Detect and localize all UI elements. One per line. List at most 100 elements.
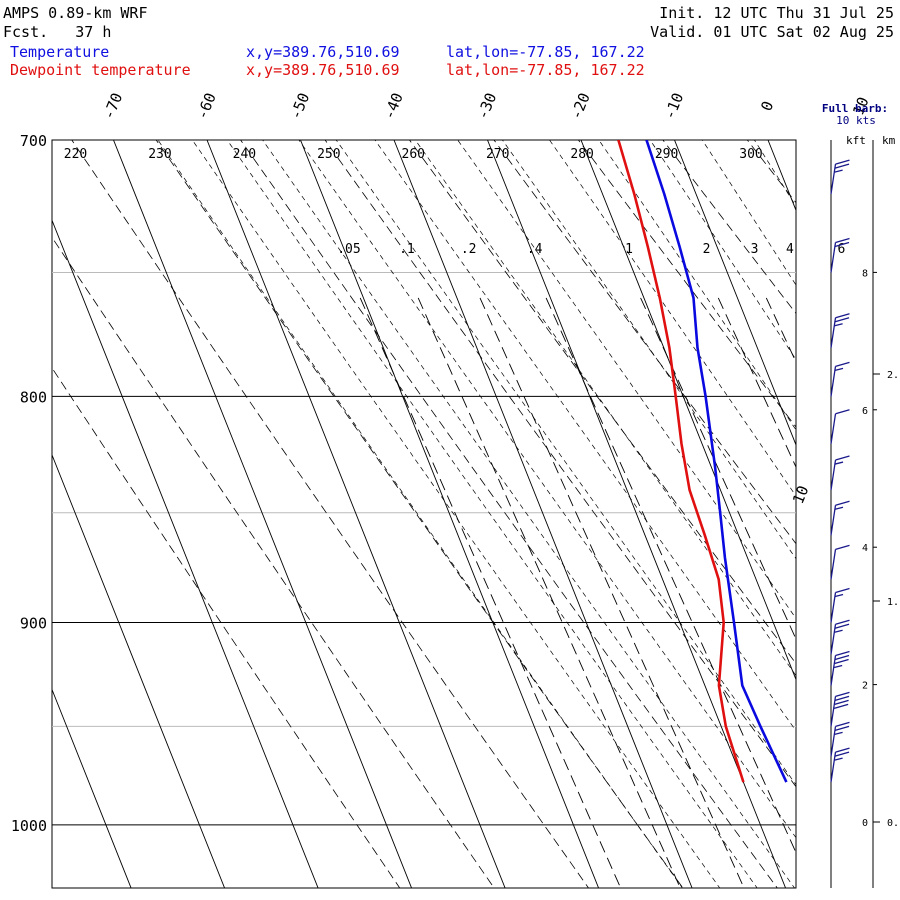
barb-full xyxy=(834,751,850,757)
barb-full xyxy=(835,313,850,319)
barb-full xyxy=(835,159,850,165)
wind-barb xyxy=(830,587,850,623)
isotherm xyxy=(0,140,46,900)
temperature-tick-label: -20 xyxy=(567,90,594,122)
wind-barb xyxy=(830,721,850,757)
wind-barb xyxy=(830,650,850,686)
moist-adiabat xyxy=(649,140,796,361)
temperature-tick-label: -30 xyxy=(473,90,500,122)
barb-full xyxy=(834,163,850,169)
dry-adiabat xyxy=(409,140,796,665)
temperature-legend-label: Temperature xyxy=(10,43,110,61)
wind-barb xyxy=(830,361,850,397)
pressure-tick-label: 1000 xyxy=(11,817,47,835)
isotherm xyxy=(52,219,319,888)
barb-full xyxy=(834,317,850,323)
moist-adiabat xyxy=(262,140,796,888)
mixing-ratio-line xyxy=(545,297,796,854)
theta-label: 280 xyxy=(570,147,593,162)
isotherm xyxy=(52,688,132,888)
barb-full xyxy=(833,703,849,709)
barb-staff xyxy=(830,163,837,195)
km-tick-label: 0. xyxy=(887,818,899,829)
barb-staff xyxy=(830,413,837,444)
barb-full xyxy=(835,544,850,551)
barb-staff xyxy=(830,459,837,491)
barb-legend-line2: 10 kts xyxy=(836,114,876,127)
theta-label: 240 xyxy=(233,147,256,162)
barb-full xyxy=(835,587,850,594)
barb-full xyxy=(834,695,850,701)
dewpoint-latlon: lat,lon=-77.85, 167.22 xyxy=(446,61,645,79)
mixing-ratio-line xyxy=(417,297,681,888)
moist-adiabat xyxy=(157,140,683,888)
barb-staff xyxy=(830,366,837,397)
km-tick-label: 2. xyxy=(887,370,899,381)
dewpoint-legend-label: Dewpoint temperature xyxy=(10,61,191,79)
barb-staff xyxy=(830,242,837,273)
temperature-tick-label: -70 xyxy=(99,90,126,122)
mixing-ratio-label: 4 xyxy=(786,242,794,257)
barb-full xyxy=(835,650,850,657)
dewpoint-profile xyxy=(617,140,745,783)
mixing-ratio-label: 1 xyxy=(625,242,633,257)
isotherm xyxy=(206,140,506,888)
temperature-profile xyxy=(645,140,788,783)
moist-adiabat xyxy=(335,140,796,786)
barb-staff xyxy=(830,752,837,783)
model-title: AMPS 0.89-km WRF xyxy=(3,4,148,22)
theta-label: 300 xyxy=(739,147,762,162)
dry-adiabat xyxy=(662,140,796,315)
mixing-ratio-label: 2 xyxy=(703,242,711,257)
dry-adiabat xyxy=(894,112,900,900)
isotherm xyxy=(674,140,796,447)
barb-half xyxy=(834,757,843,761)
dry-adiabat xyxy=(493,140,796,545)
isotherm xyxy=(580,140,796,681)
dry-adiabat xyxy=(71,140,590,888)
barb-full xyxy=(834,658,849,665)
dry-adiabat xyxy=(52,236,495,888)
init-time: Init. 12 UTC Thu 31 Jul 25 xyxy=(659,4,894,22)
barb-staff xyxy=(830,624,837,655)
mixing-ratio-line xyxy=(640,297,796,641)
wind-barb xyxy=(830,409,850,444)
theta-label: 290 xyxy=(655,147,678,162)
theta-label: 260 xyxy=(402,147,425,162)
barb-full xyxy=(834,654,850,661)
barb-half xyxy=(834,731,843,736)
wind-barb xyxy=(830,544,850,580)
temperature-tick-label: 0 xyxy=(757,99,777,114)
kft-tick-label: 6 xyxy=(862,406,868,417)
wind-barb xyxy=(830,313,850,348)
temperature-tick-label: 10 xyxy=(849,94,872,117)
temperature-latlon: lat,lon=-77.85, 167.22 xyxy=(446,43,645,61)
mixing-ratio-label: .4 xyxy=(527,242,543,257)
barb-staff xyxy=(830,549,837,580)
dewpoint-xy: x,y=389.76,510.69 xyxy=(246,61,400,79)
barb-half xyxy=(834,506,844,510)
km-unit-label: km xyxy=(882,134,896,147)
barb-staff xyxy=(830,726,837,757)
theta-label: 270 xyxy=(486,147,509,162)
km-tick-label: 1. xyxy=(887,597,899,608)
barb-staff xyxy=(830,317,837,348)
theta-label: 230 xyxy=(148,147,171,162)
kft-tick-label: 0 xyxy=(862,818,868,829)
barb-legend-line1: Full barb: xyxy=(822,102,888,115)
barb-full xyxy=(835,500,850,506)
barb-half xyxy=(834,323,843,327)
pressure-tick-label: 900 xyxy=(20,615,47,633)
moist-adiabat xyxy=(298,140,796,839)
forecast-hour: Fcst. 37 h xyxy=(3,23,112,41)
barb-full xyxy=(834,699,849,705)
temperature-tick-label: -50 xyxy=(286,90,313,122)
barb-staff xyxy=(830,655,837,686)
barb-staff xyxy=(830,505,837,536)
moist-adiabat xyxy=(888,112,900,900)
temperature-tick-label-10: 10 xyxy=(789,483,812,506)
pressure-tick-label: 800 xyxy=(20,388,47,406)
mixing-ratio-label: 6 xyxy=(838,242,846,257)
moist-adiabat xyxy=(191,140,721,888)
